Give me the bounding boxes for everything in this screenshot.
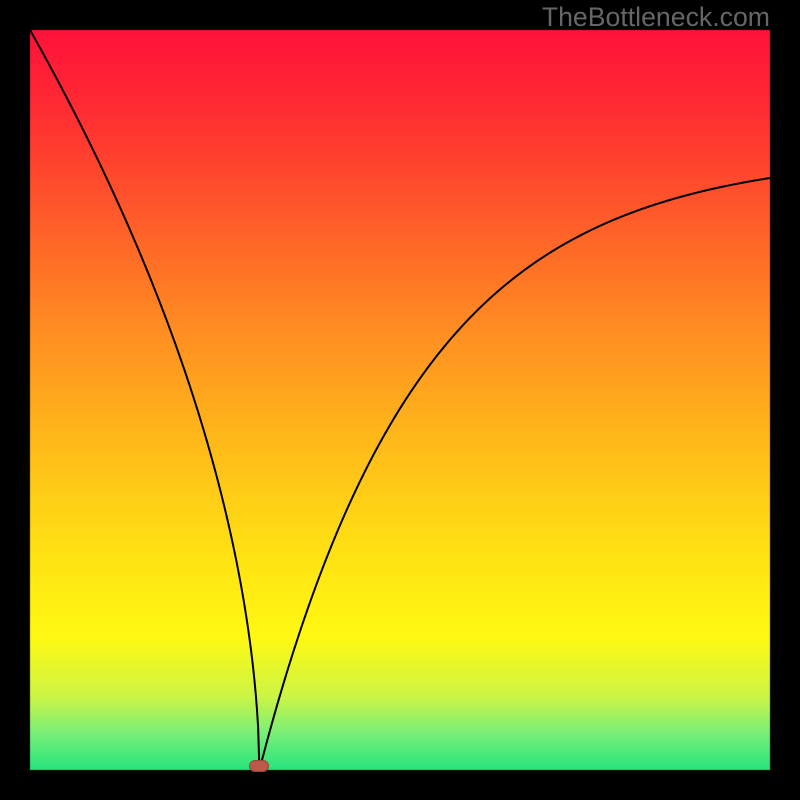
- watermark-text: TheBottleneck.com: [542, 2, 770, 33]
- gradient-background: [0, 0, 800, 800]
- vertex-marker: [249, 760, 269, 772]
- chart-stage: TheBottleneck.com: [0, 0, 800, 800]
